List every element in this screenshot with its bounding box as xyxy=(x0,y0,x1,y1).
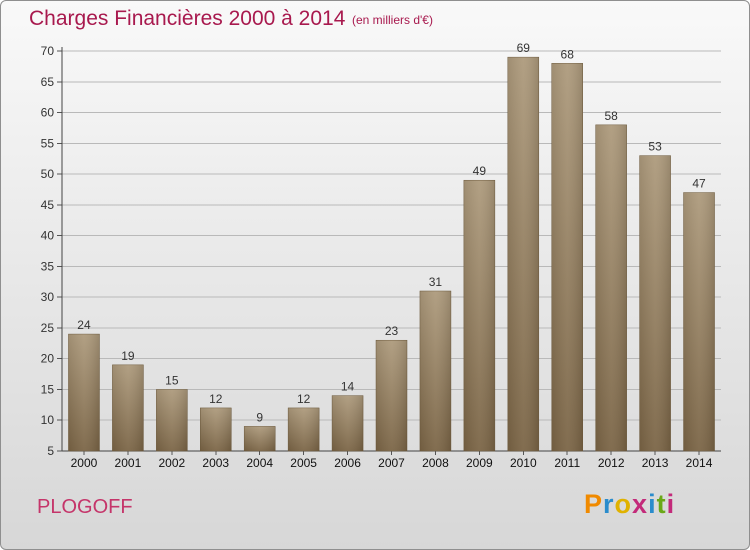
bar-shade xyxy=(156,389,188,451)
data-label: 31 xyxy=(429,275,443,289)
logo-letter: i xyxy=(648,489,657,519)
y-tick-label: 60 xyxy=(41,106,55,120)
y-tick-label: 65 xyxy=(41,75,55,89)
data-label: 12 xyxy=(297,392,311,406)
x-tick-label: 2011 xyxy=(554,456,580,470)
y-tick-label: 55 xyxy=(41,136,55,150)
data-label: 14 xyxy=(341,380,355,394)
bar-shade xyxy=(419,291,451,451)
x-tick-label: 2013 xyxy=(642,456,669,470)
bar-shade xyxy=(639,155,671,451)
y-tick-label: 35 xyxy=(41,259,55,273)
data-label: 49 xyxy=(473,164,487,178)
x-tick-label: 2009 xyxy=(466,456,493,470)
x-tick-label: 2012 xyxy=(598,456,625,470)
bar-shade xyxy=(288,407,320,451)
logo-letter: t xyxy=(656,489,667,519)
y-tick-label: 40 xyxy=(41,229,55,243)
bars xyxy=(68,56,715,452)
bar-shade xyxy=(68,334,100,451)
bar-shade xyxy=(507,57,539,452)
x-tick-label: 2014 xyxy=(686,456,713,470)
x-tick-label: 2007 xyxy=(378,456,405,470)
logo-letter: r xyxy=(603,489,615,519)
data-label: 58 xyxy=(604,109,618,123)
bar-shade xyxy=(551,63,583,452)
data-label: 69 xyxy=(517,41,531,55)
x-tick-label: 2006 xyxy=(334,456,361,470)
logo-letter: P xyxy=(584,489,604,519)
x-tick-label: 2008 xyxy=(422,456,449,470)
x-tick-label: 2003 xyxy=(202,456,229,470)
data-label: 24 xyxy=(77,318,91,332)
x-tick-label: 2010 xyxy=(510,456,537,470)
y-tick-label: 5 xyxy=(47,444,54,458)
bar-shade xyxy=(332,395,364,451)
labels: 24 2000 19 2001 15 2002 12 2003 9 2004 12 2005 14 200… xyxy=(71,41,713,470)
data-label: 68 xyxy=(561,47,575,61)
data-label: 19 xyxy=(121,349,135,363)
x-tick-label: 2000 xyxy=(71,456,98,470)
proxiti-logo[interactable]: Proxiti xyxy=(584,489,675,520)
logo-letter: i xyxy=(666,489,676,519)
bar-shade xyxy=(200,407,232,451)
commune-name: PLOGOFF xyxy=(37,496,133,518)
data-label: 23 xyxy=(385,324,399,338)
y-tick-label: 25 xyxy=(41,321,55,335)
logo-letter: x xyxy=(632,489,649,519)
x-tick-label: 2001 xyxy=(115,456,142,470)
bar-shade xyxy=(376,340,407,451)
y-tick-label: 10 xyxy=(41,413,55,427)
y-tick-label: 45 xyxy=(41,198,55,212)
y-tick-label: 15 xyxy=(41,382,55,396)
data-label: 9 xyxy=(256,410,263,424)
logo-letter: o xyxy=(614,489,633,519)
y-tick-label: 50 xyxy=(41,167,55,181)
y-tick-label: 20 xyxy=(41,352,55,366)
y-tick-label: 70 xyxy=(41,44,55,58)
x-tick-label: 2002 xyxy=(158,456,185,470)
data-label: 47 xyxy=(692,177,706,191)
x-tick-label: 2005 xyxy=(290,456,317,470)
x-tick-label: 2004 xyxy=(246,456,273,470)
data-label: 53 xyxy=(648,140,662,154)
bar-shade xyxy=(683,192,715,452)
chart-subtitle: (en milliers d'€) xyxy=(352,13,433,27)
data-label: 12 xyxy=(209,392,223,406)
bar-shade xyxy=(595,124,627,451)
chart-title: Charges Financières 2000 à 2014 xyxy=(29,7,346,30)
bar-shade xyxy=(463,180,495,451)
data-label: 15 xyxy=(165,373,179,387)
bar-shade xyxy=(112,364,144,451)
y-tick-label: 30 xyxy=(41,290,55,304)
bar-shade xyxy=(244,426,276,451)
axes: 5 10 15 20 25 30 35 40 45 50 55 60 65 70 xyxy=(41,44,721,458)
